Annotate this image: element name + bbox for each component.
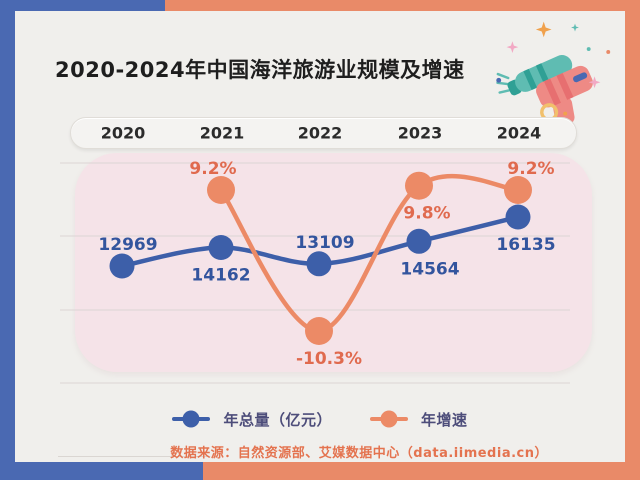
data-source: 数据来源：自然资源部、艾媒数据中心（data.iimedia.cn） <box>170 446 548 461</box>
legend-label-total: 年总量（亿元） <box>223 410 332 429</box>
legend-item-growth: 年增速 <box>370 409 468 430</box>
content-card: 2020-2024年中国海洋旅游业规模及增速 2020 2021 2022 2023 2… <box>15 11 625 462</box>
legend-marker-orange-icon <box>370 410 408 428</box>
sparkle-star-icon <box>535 21 552 38</box>
year-label: 2020 <box>100 123 146 143</box>
year-label: 2022 <box>297 123 343 143</box>
frame-bottom-blue <box>0 462 203 480</box>
year-label: 2021 <box>199 123 245 143</box>
year-label: 2023 <box>397 123 443 143</box>
plot-background <box>75 153 592 372</box>
sparkle-star-icon <box>571 23 579 32</box>
legend-marker-blue-icon <box>172 410 211 428</box>
chart-title: 2020-2024年中国海洋旅游业规模及增速 <box>55 58 465 82</box>
year-label: 2024 <box>496 123 542 143</box>
year-axis: 2020 2021 2022 2023 2024 <box>70 117 577 149</box>
legend: 年总量（亿元） 年增速 <box>15 407 625 431</box>
legend-item-total: 年总量（亿元） <box>172 409 332 430</box>
frame-left-blue <box>0 0 15 480</box>
frame-bottom-coral <box>203 462 640 480</box>
frame-right-coral <box>625 0 640 480</box>
sparkle-star-icon <box>588 76 601 89</box>
legend-label-growth: 年增速 <box>421 410 468 429</box>
separator-line <box>58 456 208 457</box>
frame-top-blue <box>0 0 165 11</box>
water-gun-icon <box>496 21 611 125</box>
frame-top-coral <box>165 0 640 11</box>
sparkle-star-icon <box>506 41 519 53</box>
